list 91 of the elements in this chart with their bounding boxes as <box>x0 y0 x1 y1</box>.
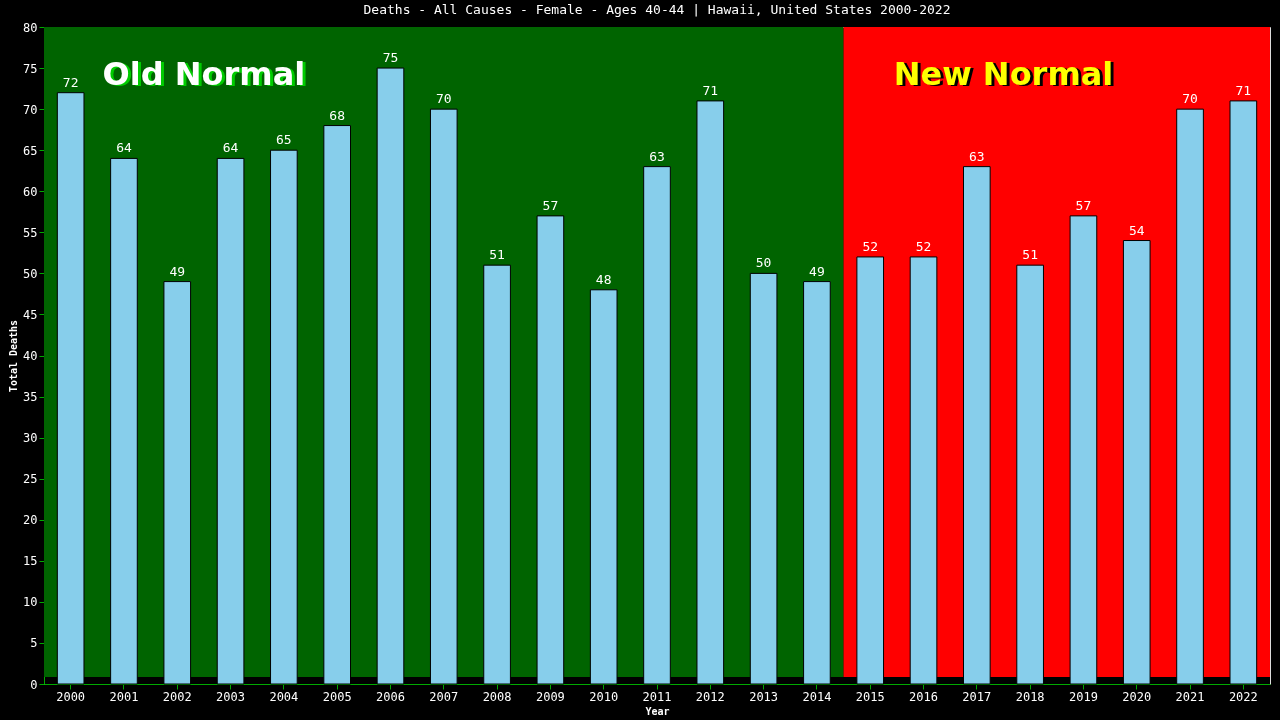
bar <box>749 272 778 685</box>
y-tick-label: 75 <box>23 61 38 76</box>
bar <box>429 108 458 685</box>
x-tick-label: 2010 <box>589 689 619 704</box>
data-label: 51 <box>489 247 505 263</box>
y-tick-label: 10 <box>23 595 38 610</box>
y-tick-label: 30 <box>23 431 38 446</box>
bar <box>1122 240 1151 685</box>
data-label: 57 <box>542 197 559 213</box>
x-tick-label: 2015 <box>855 689 885 704</box>
bar <box>323 125 351 685</box>
y-tick-label: 20 <box>23 513 38 528</box>
x-tick-label: 2006 <box>376 689 405 704</box>
data-label: 52 <box>915 238 932 254</box>
data-label: 75 <box>382 50 399 66</box>
data-label: 49 <box>169 263 186 279</box>
bar <box>216 157 245 685</box>
bar <box>163 281 192 685</box>
chart-title: Deaths - All Causes - Female - Ages 40-44 | Hawaii, United States 2000-2022 <box>363 2 951 17</box>
data-label: 71 <box>1235 82 1252 98</box>
x-tick-label: 2016 <box>909 689 938 704</box>
y-tick-label: 0 <box>30 677 38 692</box>
x-tick-label: 2004 <box>269 689 299 704</box>
data-label: 50 <box>755 255 772 271</box>
x-tick-label: 2018 <box>1015 689 1045 704</box>
y-tick-label: 65 <box>23 143 38 158</box>
data-label: 52 <box>862 238 879 254</box>
x-tick-label: 2020 <box>1122 689 1152 704</box>
y-tick-label: 25 <box>23 472 38 487</box>
x-axis-title: Year <box>645 705 670 717</box>
x-tick-label: 2002 <box>162 689 192 704</box>
x-tick-label: 2009 <box>535 689 565 704</box>
data-label: 65 <box>276 132 292 148</box>
x-tick-label: 2008 <box>482 689 512 704</box>
data-label: 64 <box>116 140 132 156</box>
data-label: 51 <box>1022 247 1038 263</box>
bar <box>56 92 85 685</box>
data-label: 48 <box>595 271 612 287</box>
bar <box>1016 264 1044 685</box>
data-label: 70 <box>1182 91 1198 107</box>
y-tick-label: 50 <box>23 266 38 281</box>
y-tick-label: 35 <box>23 390 38 405</box>
x-tick-label: 2012 <box>695 689 725 704</box>
data-label: 54 <box>1128 222 1145 238</box>
x-tick-label: 2021 <box>1175 689 1205 704</box>
y-tick-label: 45 <box>23 307 38 322</box>
data-label: 57 <box>1075 197 1092 213</box>
data-label: 64 <box>222 140 239 156</box>
y-tick-label: 55 <box>23 225 38 240</box>
band-label: New Normal <box>893 55 1114 93</box>
bar <box>803 281 831 685</box>
bar <box>696 100 725 685</box>
data-label: 70 <box>435 91 452 107</box>
data-label: 68 <box>329 107 345 123</box>
data-label: 72 <box>62 74 79 90</box>
y-tick-label: 80 <box>23 20 38 35</box>
bar <box>963 166 991 685</box>
bar <box>856 256 885 685</box>
x-tick-label: 2011 <box>642 689 672 704</box>
bar <box>483 264 511 685</box>
y-tick-label: 40 <box>23 349 38 363</box>
data-label: 63 <box>649 148 665 164</box>
x-tick-label: 2007 <box>429 689 459 704</box>
bar <box>1069 215 1098 685</box>
data-label: 49 <box>809 263 825 279</box>
bar <box>909 256 938 685</box>
bar <box>643 166 671 685</box>
y-tick-label: 5 <box>30 636 38 651</box>
x-tick-label: 2022 <box>1228 689 1258 704</box>
bar <box>1229 100 1258 685</box>
x-tick-label: 2014 <box>802 689 832 704</box>
x-tick-label: 2005 <box>322 689 352 704</box>
bar <box>1176 108 1204 685</box>
band-label: Old Normal <box>102 55 306 93</box>
x-tick-label: 2001 <box>109 689 139 704</box>
x-tick-label: 2000 <box>56 689 86 704</box>
y-tick-label: 60 <box>23 184 38 199</box>
y-tick-label: 70 <box>23 102 38 117</box>
data-label: 63 <box>969 148 985 164</box>
bar <box>110 157 138 685</box>
bar <box>589 289 618 685</box>
bar <box>270 149 298 685</box>
data-label: 71 <box>702 82 719 98</box>
y-tick-label: 15 <box>23 554 38 569</box>
x-tick-label: 2019 <box>1068 689 1098 704</box>
bar <box>536 215 565 685</box>
y-axis-title: Total Deaths <box>8 319 20 393</box>
x-tick-label: 2017 <box>962 689 992 704</box>
x-tick-label: 2013 <box>749 689 779 704</box>
x-tick-label: 2003 <box>216 689 246 704</box>
bar <box>376 67 405 685</box>
